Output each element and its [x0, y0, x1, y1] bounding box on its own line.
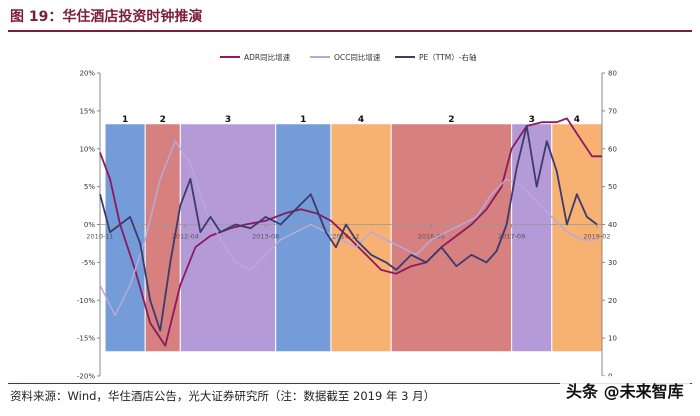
left-axis-tick-label: 10% [79, 145, 95, 153]
phase-band [179, 123, 277, 353]
page-title: 图 19：华住酒店投资时钟推演 [10, 9, 203, 25]
phase-label: 4 [574, 115, 580, 125]
right-axis-tick-label: 80 [608, 70, 617, 78]
right-axis-tick-label: 10 [608, 335, 617, 343]
phase-label: 3 [529, 115, 535, 125]
phase-band [390, 123, 513, 353]
x-axis-tick-label: 2012-04 [172, 233, 199, 241]
phase-label: 2 [448, 115, 454, 125]
left-axis-tick-label: -15% [77, 335, 95, 343]
legend-label: PE（TTM）-右轴 [419, 52, 476, 62]
right-axis-tick-label: 20 [608, 297, 617, 305]
x-axis-tick-label: 2010-11 [86, 233, 113, 241]
series-line [99, 125, 598, 332]
legend-label: OCC同比增速 [334, 52, 381, 62]
left-axis-tick-label: -10% [77, 297, 95, 305]
legend-label: ADR同比增速 [244, 52, 291, 62]
phase-label: 2 [160, 115, 166, 125]
x-axis-tick-label: 2019-02 [583, 233, 610, 241]
left-axis-tick-label: -20% [77, 373, 95, 381]
source-note: 资料来源：Wind，华住酒店公告，光大证券研究所（注：数据截至 2019 年 3… [10, 389, 436, 403]
right-axis-tick-label: 30 [608, 259, 617, 267]
phase-label: 3 [225, 115, 231, 125]
left-axis-tick-label: 5% [84, 183, 95, 191]
phase-label: 1 [300, 115, 306, 125]
title-divider [8, 30, 692, 32]
series-line [99, 117, 602, 347]
right-axis-tick-label: 70 [608, 107, 617, 115]
right-axis-tick-label: 50 [608, 183, 617, 191]
x-axis-tick-label: 2016-05 [418, 233, 445, 241]
x-axis-tick-label: 2014-12 [332, 233, 359, 241]
left-axis-tick-label: -5% [81, 259, 95, 267]
chart: 1 2 3 1 4 2 3 4 20% 15% 10% 5% 0% -5% -10% -15% -20% 80 70… [77, 52, 617, 381]
right-axis-tick-label: 40 [608, 221, 617, 229]
right-axis-tick-label: 60 [608, 145, 617, 153]
left-axis-tick-label: 20% [79, 70, 95, 78]
left-axis-tick-label: 15% [79, 107, 95, 115]
phase-label: 4 [358, 115, 364, 125]
x-axis-tick-label: 2017-09 [498, 233, 525, 241]
watermark: 头条 @未来智库 [560, 376, 690, 404]
left-axis-tick-label: 0% [84, 221, 95, 229]
footer-divider [8, 383, 692, 384]
x-axis-tick-label: 2013-08 [252, 233, 279, 241]
phase-label: 1 [122, 115, 128, 125]
